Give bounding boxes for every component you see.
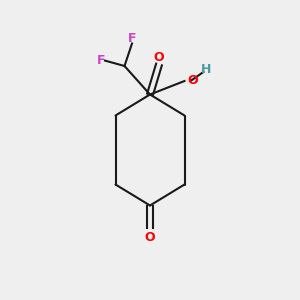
Text: H: H [201,63,212,76]
Text: O: O [187,74,197,88]
Text: F: F [128,32,136,45]
Text: O: O [145,231,155,244]
Text: O: O [154,51,164,64]
Text: F: F [97,54,106,67]
